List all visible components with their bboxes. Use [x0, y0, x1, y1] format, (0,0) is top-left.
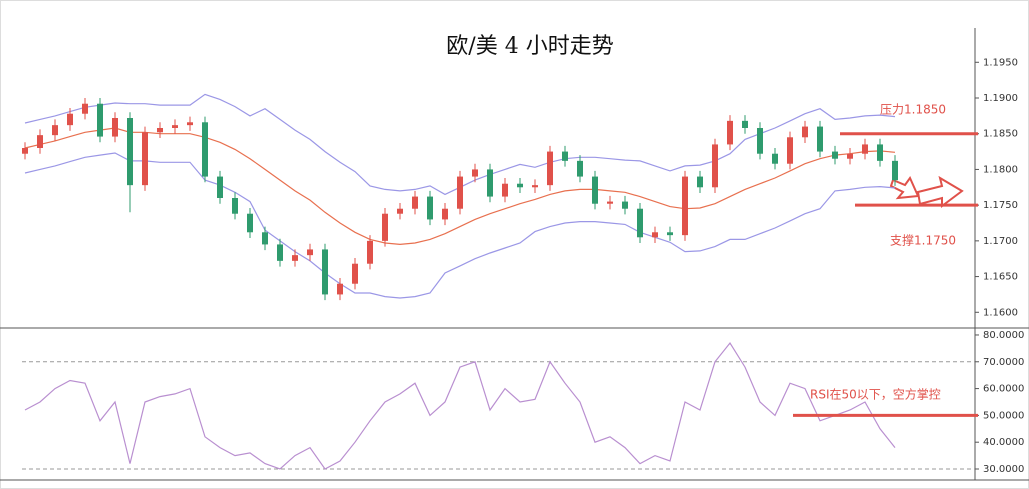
- candle-body: [172, 125, 178, 128]
- chart-title: 欧/美 4 小时走势: [446, 34, 613, 59]
- y-tick-label: 1.1800: [983, 164, 1018, 175]
- candle-body: [532, 185, 538, 188]
- candle-body: [517, 183, 523, 188]
- candle-body: [637, 208, 643, 238]
- candle-body: [622, 201, 628, 209]
- y-tick-label: 1.1750: [983, 200, 1018, 211]
- y-tick-label: 70.0000: [983, 357, 1024, 368]
- y-tick-label: 1.1950: [983, 57, 1018, 68]
- y-tick-label: 1.1600: [983, 307, 1018, 318]
- candle-body: [862, 144, 868, 154]
- candle-body: [202, 122, 208, 177]
- candle-body: [97, 103, 103, 137]
- candle-body: [247, 213, 253, 233]
- candle-body: [457, 176, 463, 209]
- candle-body: [127, 118, 133, 186]
- y-tick-label: 1.1850: [983, 129, 1018, 140]
- candle-body: [352, 263, 358, 284]
- candle-body: [772, 153, 778, 164]
- candle-body: [727, 120, 733, 145]
- candle-body: [877, 144, 883, 161]
- candle-body: [427, 196, 433, 220]
- candle-body: [487, 169, 493, 197]
- candle-body: [442, 208, 448, 220]
- candle-body: [337, 283, 343, 295]
- candle-body: [367, 240, 373, 264]
- candle-body: [787, 137, 793, 164]
- band-line: [24, 127, 896, 246]
- candle-body: [22, 148, 28, 154]
- candle-body: [412, 196, 418, 209]
- arrow: [916, 175, 964, 208]
- candle-body: [232, 198, 238, 214]
- y-tick-label: 1.1900: [983, 93, 1018, 104]
- candle-body: [52, 125, 58, 136]
- candle-body: [562, 151, 568, 161]
- candle-body: [577, 160, 583, 177]
- y-tick-label: 1.1700: [983, 236, 1018, 247]
- candle-body: [742, 120, 748, 128]
- y-tick-label: 50.0000: [983, 410, 1024, 421]
- candle-body: [82, 103, 88, 114]
- candle-body: [142, 132, 148, 186]
- candle-body: [652, 232, 658, 238]
- arrow: [889, 175, 920, 200]
- candle-body: [262, 232, 268, 245]
- annotation: 支撑1.1750: [890, 233, 956, 248]
- candle-body: [667, 232, 673, 236]
- candle-body: [292, 255, 298, 261]
- candle-body: [817, 126, 823, 152]
- candle-body: [547, 151, 553, 186]
- candle-body: [592, 176, 598, 204]
- y-tick-label: 1.1650: [983, 272, 1018, 283]
- candle-body: [892, 160, 898, 181]
- y-tick-label: 30.0000: [983, 464, 1024, 475]
- candle-body: [67, 113, 73, 126]
- band-line: [24, 152, 896, 299]
- candle-body: [157, 128, 163, 133]
- annotation: RSI在50以下，空方掌控: [810, 387, 941, 402]
- y-tick-label: 40.0000: [983, 437, 1024, 448]
- candle-body: [382, 213, 388, 241]
- candle-body: [112, 118, 118, 137]
- candle-body: [37, 135, 43, 148]
- candle-body: [397, 208, 403, 214]
- candle-body: [832, 151, 838, 159]
- candle-body: [307, 249, 313, 256]
- candle-body: [697, 176, 703, 188]
- candle-body: [277, 244, 283, 261]
- candle-body: [322, 249, 328, 295]
- annotation: 压力1.1850: [880, 103, 946, 117]
- y-tick-label: 80.0000: [983, 330, 1024, 341]
- candle-body: [472, 169, 478, 177]
- y-tick-label: 60.0000: [983, 384, 1024, 395]
- candle-body: [802, 126, 808, 138]
- candle-body: [217, 176, 223, 198]
- candle-body: [847, 153, 853, 159]
- candle-body: [757, 128, 763, 154]
- candle-body: [712, 144, 718, 188]
- candle-body: [502, 183, 508, 197]
- rsi-line: [24, 341, 896, 470]
- candle-body: [607, 201, 613, 204]
- candle-body: [187, 122, 193, 126]
- candle-body: [682, 176, 688, 236]
